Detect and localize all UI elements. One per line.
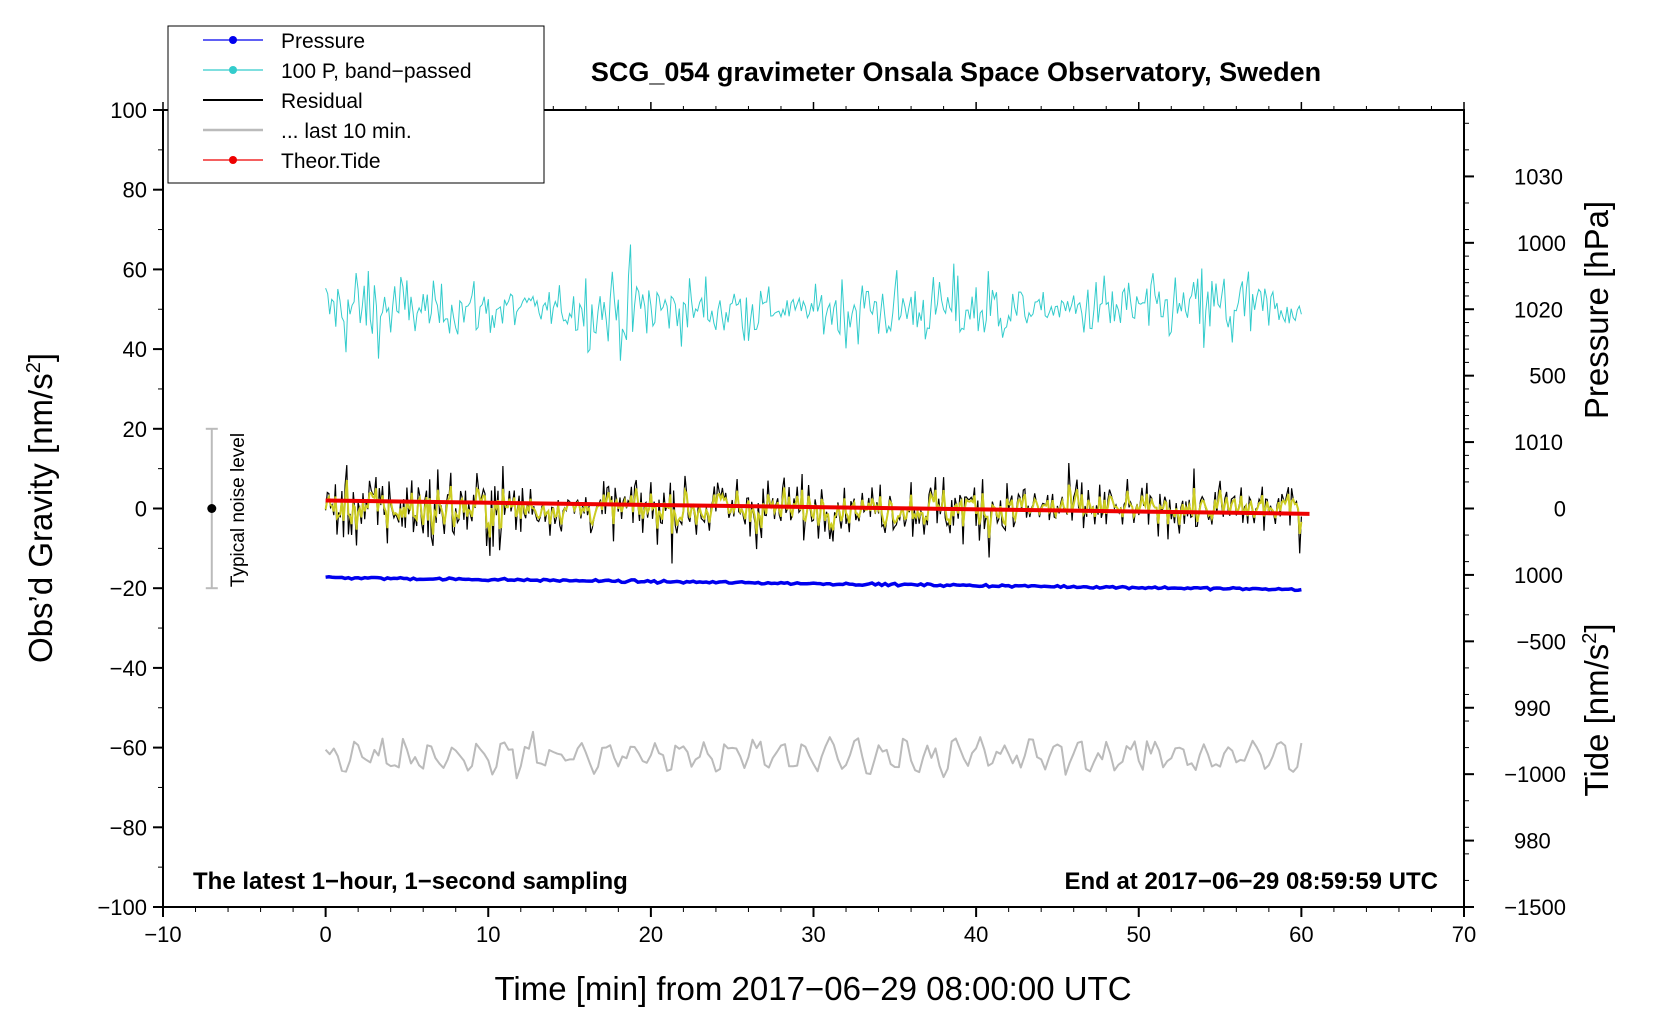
- x-tick-label: 70: [1452, 922, 1476, 947]
- series-bandpassed-pressure: [325, 244, 1302, 361]
- legend-marker-tide: [229, 156, 237, 164]
- y-tick-label-tide: 500: [1529, 364, 1566, 389]
- legend-entry-tide: Theor.Tide: [203, 150, 381, 173]
- y-tick-label-pressure: 980: [1514, 829, 1551, 854]
- legend-marker-bandpassed: [229, 66, 237, 74]
- y-tick-label-tide: 1000: [1517, 231, 1566, 256]
- x-tick-label: 20: [639, 922, 663, 947]
- noise-label: Typical noise level: [228, 433, 249, 587]
- y-tick-label-pressure: 1020: [1514, 297, 1563, 322]
- y-tick-label-pressure: 1000: [1514, 563, 1563, 588]
- legend-marker-pressure: [229, 36, 237, 44]
- y-tick-label-left: −60: [110, 736, 147, 761]
- y-tick-label-left: −20: [110, 576, 147, 601]
- x-tick-label: −10: [144, 922, 181, 947]
- y-tick-label-tide: −1000: [1504, 762, 1566, 787]
- y-tick-label-left: −100: [97, 895, 147, 920]
- legend-label-pressure: Pressure: [281, 30, 365, 53]
- legend-entry-bandpassed: 100 P, band−passed: [203, 60, 472, 83]
- y-tick-label-pressure: 1030: [1514, 164, 1563, 189]
- y-tick-label-left: 40: [123, 337, 147, 362]
- sampling-note: The latest 1−hour, 1−second sampling: [193, 868, 628, 895]
- x-tick-label: 10: [476, 922, 500, 947]
- x-tick-label: 40: [964, 922, 988, 947]
- y-tick-label-left: −40: [110, 656, 147, 681]
- y-tick-label-left: 100: [110, 98, 147, 123]
- y-tick-label-tide: −500: [1516, 629, 1566, 654]
- y-tick-label-left: 20: [123, 417, 147, 442]
- series-theor-tide: [325, 498, 1310, 516]
- y-tick-label-left: 0: [135, 497, 147, 522]
- noise-level-indicator: Typical noise level: [205, 427, 249, 590]
- y-tick-label-left: 60: [123, 257, 147, 282]
- y-axis-title-tide: Tide [nm/s2]: [1578, 623, 1615, 796]
- x-axis-title: Time [min] from 2017−06−29 08:00:00 UTC: [494, 970, 1131, 1007]
- series-last-10-min: [324, 730, 1303, 780]
- legend-label-residual: Residual: [281, 90, 363, 113]
- legend-label-tide: Theor.Tide: [281, 150, 381, 173]
- y-tick-label-left: −80: [110, 815, 147, 840]
- legend-label-bandpassed: 100 P, band−passed: [281, 60, 472, 83]
- y-axis-title-pressure: Pressure [hPa]: [1578, 201, 1615, 419]
- legend: Pressure 100 P, band−passed Residual ...…: [167, 25, 545, 184]
- end-time-note: End at 2017−06−29 08:59:59 UTC: [1064, 868, 1438, 895]
- y-axis-title-left: Obs’d Gravity [nm/s2]: [22, 353, 59, 663]
- series-pressure: [325, 575, 1302, 593]
- legend-entry-pressure: Pressure: [203, 30, 365, 53]
- y-tick-label-left: 80: [123, 178, 147, 203]
- x-tick-label: 50: [1127, 922, 1151, 947]
- ticks-layer: −10 0 10 20 30 40 50 60 70−100−80−60−40−20020406…: [97, 98, 1566, 947]
- series-layer: [324, 244, 1310, 780]
- legend-entry-last10: ... last 10 min.: [203, 120, 412, 143]
- legend-entry-residual: Residual: [203, 90, 363, 113]
- chart-title: SCG_054 gravimeter Onsala Space Observat…: [591, 57, 1321, 87]
- noise-center-dot: [207, 504, 217, 513]
- y-tick-label-tide: 0: [1554, 497, 1566, 522]
- y-tick-label-pressure: 1010: [1514, 430, 1563, 455]
- y-tick-label-tide: −1500: [1504, 895, 1566, 920]
- x-tick-label: 60: [1289, 922, 1313, 947]
- y-tick-label-pressure: 990: [1514, 696, 1551, 721]
- x-tick-label: 30: [801, 922, 825, 947]
- x-tick-label: 0: [320, 922, 332, 947]
- legend-label-last10: ... last 10 min.: [281, 120, 412, 143]
